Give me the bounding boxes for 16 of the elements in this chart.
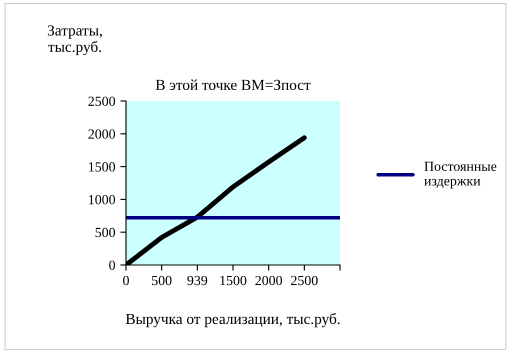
y-tick-label: 500	[96, 228, 116, 238]
y-axis-title: Затраты, тыс.руб.	[48, 25, 102, 56]
x-tick-label: 2500	[291, 276, 318, 286]
y-tick-label: 1500	[89, 162, 116, 172]
chart-title: В этой точке ВМ=Зпост	[156, 79, 310, 90]
x-tick-label: 0	[123, 276, 129, 286]
y-tick-label: 0	[109, 260, 116, 270]
y-tick-label: 2500	[88, 96, 116, 106]
x-tick-label: 939	[187, 276, 208, 286]
x-tick-label: 500	[152, 276, 172, 286]
legend-label: Постоянные издержки	[424, 162, 496, 188]
x-tick-label: 1500	[220, 276, 246, 286]
y-tick-label: 1000	[89, 194, 116, 204]
x-axis-title: Выручка от реализации, тыс.руб.	[126, 313, 340, 328]
x-tick-label: 2000	[255, 276, 282, 286]
y-tick-label: 2000	[88, 129, 116, 139]
